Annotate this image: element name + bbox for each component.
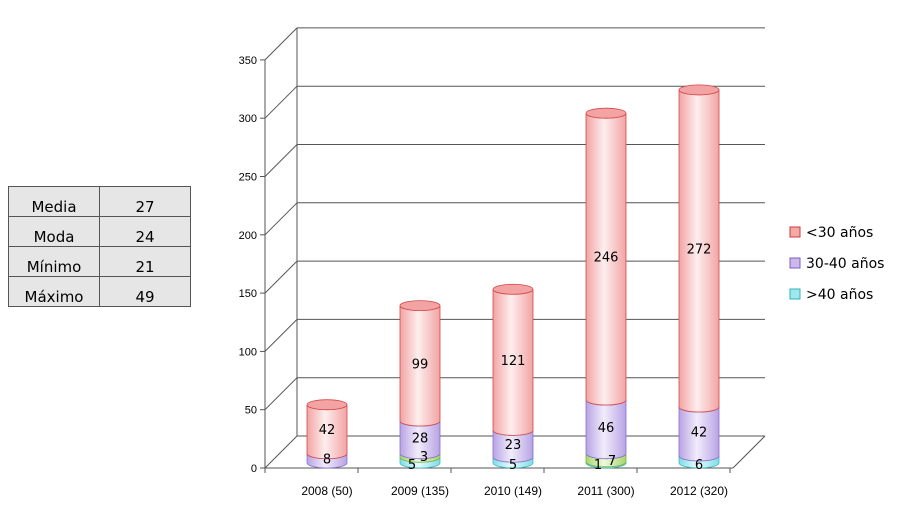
stats-row: Media 27 [8,186,191,217]
data-label: 5 [509,458,517,473]
y-tick-label: 300 [239,113,257,125]
legend-swatch [789,288,801,300]
legend-label: >40 años [806,287,873,303]
stats-label: Media [8,186,100,217]
legend-swatch [789,226,801,238]
y-tick-label: 250 [239,172,257,184]
data-label: 99 [412,357,429,372]
x-category-label: 2010 (149) [484,484,542,498]
gridline-diagonal [264,27,298,61]
y-tick-label: 100 [239,346,257,358]
data-label: 28 [412,431,429,446]
bar-top-cap [399,300,441,311]
axes: 0 50 100 150 200 250 300 350 2008 (50) 2009 (135)… [239,27,766,498]
stats-label: Mínimo [8,246,100,277]
data-label: 3 [420,450,428,465]
data-label: 5 [408,458,416,473]
x-category-label: 2011 (300) [577,484,634,498]
gridline-diagonal [264,202,298,236]
data-label: 1 [594,458,602,473]
gridline-diagonal [264,144,298,177]
stats-value: 49 [99,276,191,307]
data-label: 7 [608,454,616,469]
y-tick-label: 50 [245,405,257,417]
stats-value: 21 [99,246,191,277]
gridline-diagonal [264,435,298,469]
bar-top-cap [492,283,534,295]
data-label: 46 [598,421,615,436]
data-label: 272 [687,242,712,257]
x-category-label: 2012 (320) [670,484,728,498]
bars [306,84,720,469]
legend-swatch [789,257,801,269]
x-category-label: 2009 (135) [391,484,449,498]
data-label: 246 [594,251,619,266]
gridline-diagonal [264,377,298,411]
y-tick-label: 150 [239,288,257,300]
y-tick-label: 200 [239,230,257,242]
y-tick-label: 0 [251,463,257,475]
data-label: 23 [505,438,522,453]
stats-table: Media 27 Moda 24 Mínimo 21 Máximo 49 [8,186,191,307]
stats-label: Máximo [8,276,100,307]
y-tick-label: 350 [239,55,257,67]
x-category-label: 2008 (50) [301,484,352,498]
bar-top-cap [678,84,720,96]
gridline-diagonal [264,260,298,294]
gridline-diagonal [264,85,298,119]
legend: <30 años 30-40 años >40 años [789,225,884,303]
data-label: 42 [319,423,336,438]
bar-top-cap [585,107,627,119]
data-label: 8 [323,452,331,467]
data-label: 42 [691,426,708,441]
stats-row: Máximo 49 [8,276,191,307]
data-label: 6 [695,458,703,473]
stats-row: Mínimo 21 [8,246,191,277]
legend-label: <30 años [806,225,873,241]
stats-value: 24 [99,216,191,247]
data-label: 121 [501,354,526,369]
legend-label: 30-40 años [806,256,884,272]
floor-right-edge [732,435,766,469]
bar-top-cap [306,399,348,411]
gridline-diagonal [264,319,298,352]
